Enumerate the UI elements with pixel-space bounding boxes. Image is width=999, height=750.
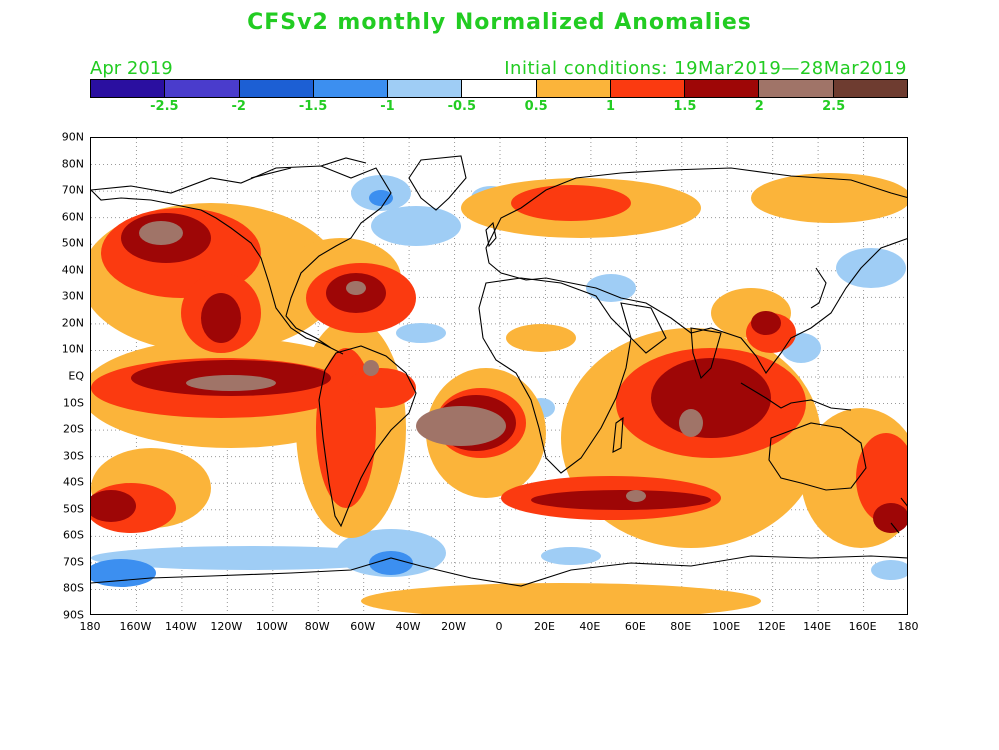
legend-label: -0.5 [447,99,477,114]
legend-swatch-6 [536,80,611,97]
latitude-tick-label: 80S [63,581,84,595]
latitude-tick-label: 90S [63,608,84,622]
initial-conditions-label: Initial conditions: 19Mar2019—28Mar2019 [504,58,907,79]
anomaly-map-canvas [91,138,907,614]
legend-swatch-0 [91,80,166,97]
color-legend-bar [90,79,908,98]
legend-label: -1.5 [298,99,328,114]
legend-swatch-4 [388,80,463,97]
legend-swatch-9 [759,80,834,97]
forecast-month-label: Apr 2019 [90,58,173,79]
latitude-tick-label: 50N [61,236,84,250]
longitude-tick-label: 80E [670,620,692,633]
legend-swatch-1 [165,80,240,97]
legend-label: -1 [380,99,395,114]
latitude-tick-label: 60S [63,528,84,542]
continent-outlines [91,155,907,587]
legend-swatch-3 [313,80,389,97]
positive-anomaly-fields [91,173,907,614]
longitude-tick-label: 120W [210,620,243,633]
latitude-tick-label: 40N [61,263,84,277]
legend-label: 1.5 [673,99,697,114]
latitude-tick-label: 20S [63,422,84,436]
longitude-tick-label: 140W [164,620,197,633]
longitude-tick-label: 180 [79,620,101,633]
longitude-tick-label: 100E [712,620,741,633]
legend-label: 2 [754,99,764,114]
latitude-tick-label: 10S [63,396,84,410]
map-title: CFSv2 monthly Normalized Anomalies [247,10,752,35]
longitude-tick-label: 100W [255,620,288,633]
legend-swatch-10 [833,80,907,97]
longitude-tick-label: 120E [757,620,786,633]
longitude-tick-label: 140E [803,620,832,633]
longitude-tick-label: 180 [897,620,919,633]
longitude-tick-label: 60W [350,620,376,633]
longitude-tick-label: 160E [848,620,877,633]
latitude-tick-label: 10N [61,342,84,356]
latitude-tick-label: 30N [61,289,84,303]
legend-swatch-2 [239,80,314,97]
legend-swatch-7 [610,80,686,97]
latitude-tick-label: 80N [61,157,84,171]
legend-swatch-5 [462,80,537,97]
latitude-tick-label: EQ [68,369,84,383]
longitude-tick-label: 20E [533,620,555,633]
legend-label: -2.5 [150,99,179,114]
legend-swatch-8 [685,80,760,97]
legend-label: 2.5 [822,99,846,114]
legend-label: 0.5 [524,99,548,114]
longitude-tick-label: 80W [304,620,330,633]
longitude-tick-label: 60E [624,620,646,633]
latitude-tick-label: 90N [61,130,84,144]
latitude-tick-label: 50S [63,502,84,516]
latitude-tick-label: 70S [63,555,84,569]
longitude-tick-label: 20W [441,620,466,633]
longitude-tick-label: 40E [579,620,601,633]
longitude-tick-label: 0 [495,620,503,633]
anomaly-map [90,137,908,615]
legend-label: -2 [231,99,246,114]
latitude-tick-label: 30S [63,449,84,463]
longitude-tick-label: 160W [119,620,152,633]
latitude-tick-label: 60N [61,210,84,224]
latitude-tick-label: 20N [61,316,84,330]
latitude-tick-label: 70N [61,183,84,197]
legend-label: 1 [606,99,616,114]
latitude-tick-label: 40S [63,475,84,489]
longitude-tick-label: 40W [395,620,421,633]
